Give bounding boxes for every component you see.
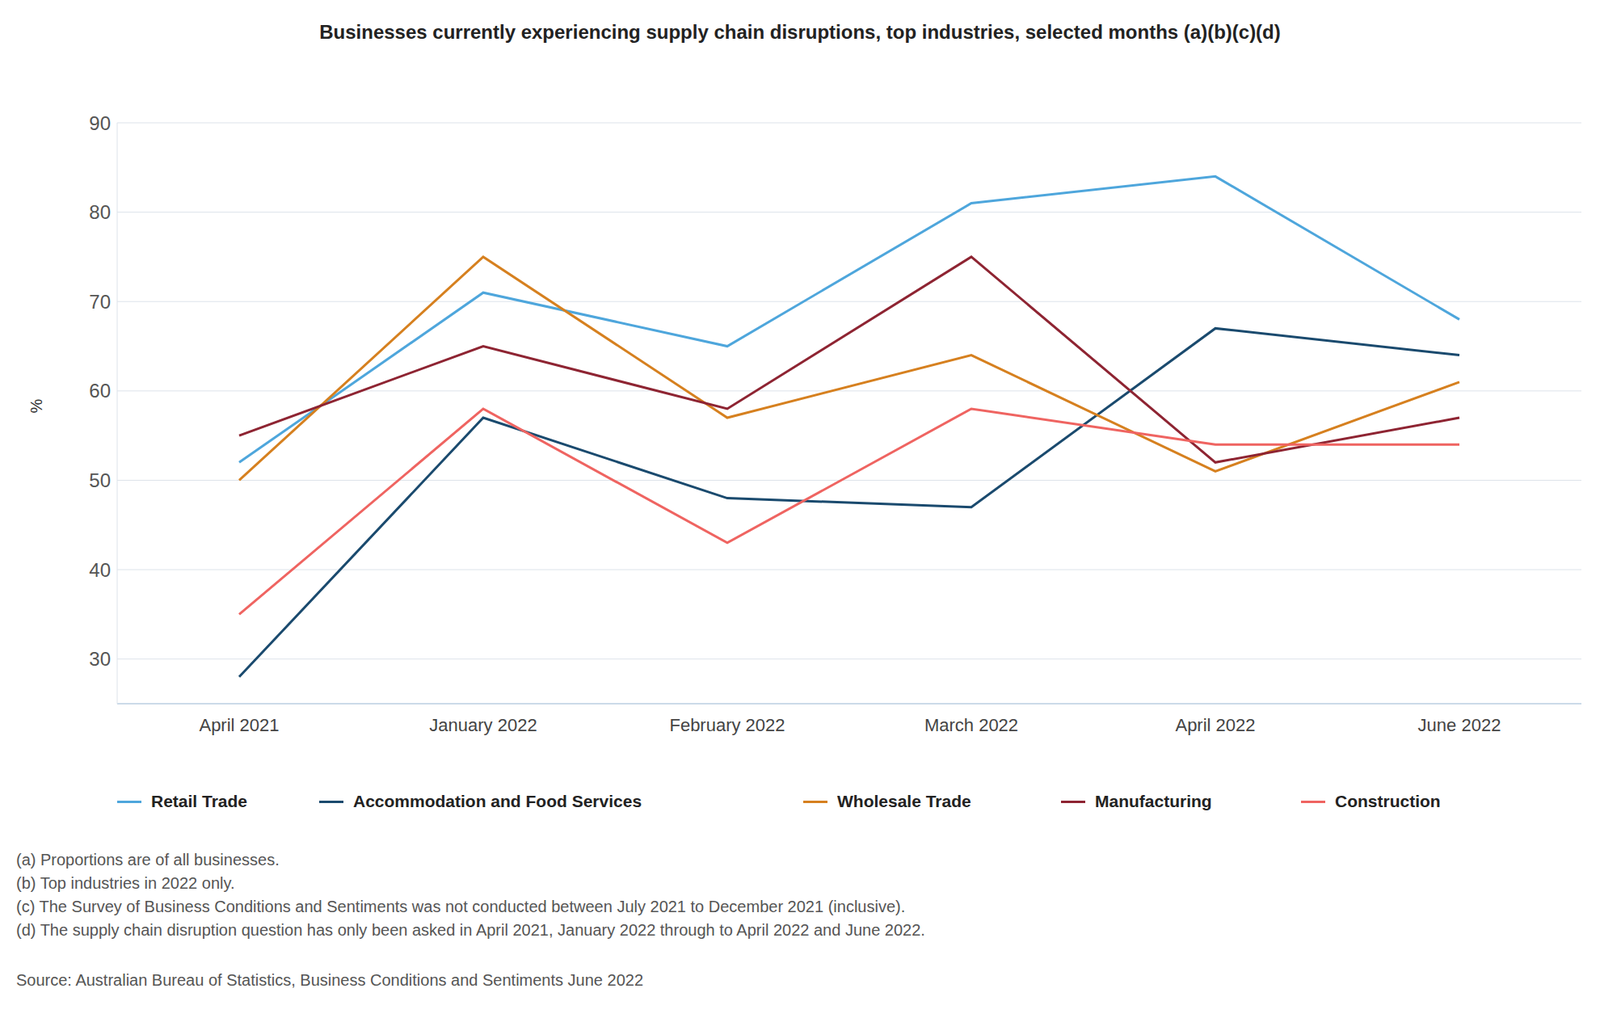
svg-text:60: 60 <box>88 379 111 402</box>
svg-text:70: 70 <box>88 290 111 313</box>
svg-text:50: 50 <box>88 469 111 492</box>
html-text:(c) The Survey of Business Con: (c) The Survey of Business Conditions an… <box>16 897 906 916</box>
svg-text:February 2022: February 2022 <box>669 715 785 736</box>
html-text:Accommodation and Food Service: Accommodation and Food Services <box>353 791 642 811</box>
html-text:Wholesale Trade: Wholesale Trade <box>837 791 972 811</box>
svg-text:80: 80 <box>88 201 111 224</box>
html-text:Manufacturing: Manufacturing <box>1094 791 1212 811</box>
html-text:Businesses currently experienc: Businesses currently experiencing supply… <box>319 21 1281 43</box>
svg-text:April 2022: April 2022 <box>1174 715 1255 736</box>
html-text:(b) Top industries in 2022 onl: (b) Top industries in 2022 only. <box>16 874 235 893</box>
svg-text:January 2022: January 2022 <box>429 715 537 736</box>
html-text:(a) Proportions are of all bus: (a) Proportions are of all businesses. <box>16 850 280 869</box>
svg-text:90: 90 <box>88 112 111 135</box>
svg-text:April 2021: April 2021 <box>198 715 279 736</box>
svg-text:%: % <box>27 399 46 414</box>
html-text:Source: Australian Bureau of S: Source: Australian Bureau of Statistics,… <box>16 971 644 990</box>
html-text:Retail Trade: Retail Trade <box>151 791 248 811</box>
svg-text:March 2022: March 2022 <box>924 715 1019 736</box>
html-text:(d) The supply chain disruptio: (d) The supply chain disruption question… <box>16 921 926 939</box>
svg-text:June 2022: June 2022 <box>1418 715 1502 736</box>
html-text:Construction: Construction <box>1334 791 1441 811</box>
svg-text:30: 30 <box>88 648 111 670</box>
svg-text:40: 40 <box>88 559 111 582</box>
